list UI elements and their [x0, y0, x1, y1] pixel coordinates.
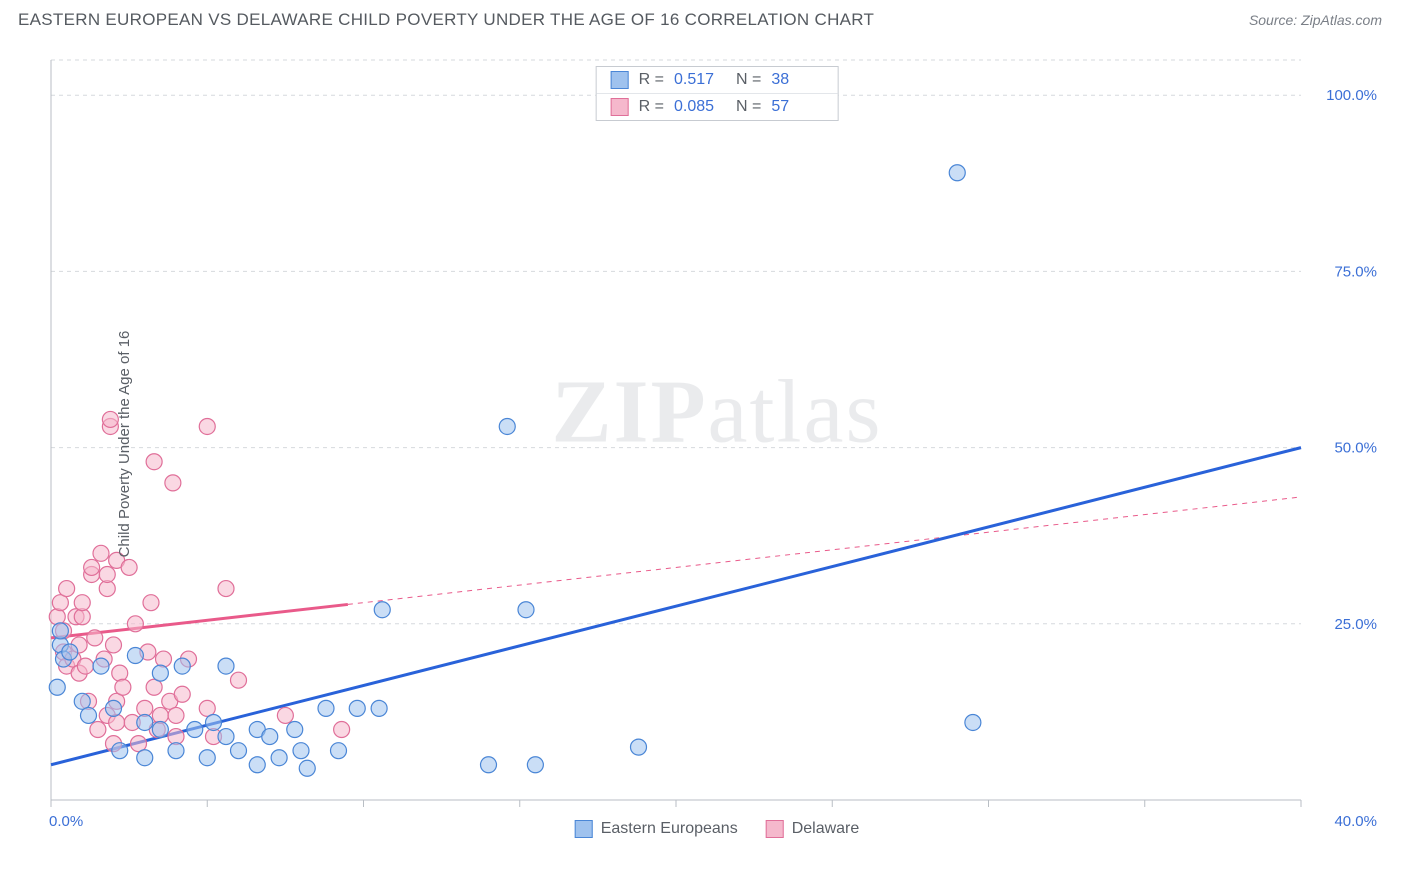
legend-label-pink: Delaware: [792, 820, 860, 838]
svg-text:0.0%: 0.0%: [49, 813, 83, 830]
swatch-pink-icon: [766, 820, 784, 838]
svg-text:100.0%: 100.0%: [1326, 87, 1377, 104]
stats-legend: R = 0.517 N = 38 R = 0.085 N = 57: [596, 66, 839, 121]
svg-text:25.0%: 25.0%: [1334, 616, 1377, 633]
source-attribution: Source: ZipAtlas.com: [1249, 12, 1382, 28]
chart-title: EASTERN EUROPEAN VS DELAWARE CHILD POVER…: [18, 10, 874, 30]
scatter-chart: 25.0% 50.0% 75.0% 100.0% 0.0% 40.0%: [47, 44, 1387, 844]
legend-item-pink: Delaware: [766, 820, 860, 838]
svg-text:75.0%: 75.0%: [1334, 263, 1377, 280]
chart-container: Child Poverty Under the Age of 16 ZIPatl…: [47, 44, 1387, 844]
swatch-blue-icon: [575, 820, 593, 838]
stats-row-blue: R = 0.517 N = 38: [597, 67, 838, 93]
swatch-blue: [611, 71, 629, 89]
svg-text:50.0%: 50.0%: [1334, 440, 1377, 457]
legend-label-blue: Eastern Europeans: [601, 820, 738, 838]
svg-text:40.0%: 40.0%: [1334, 813, 1377, 830]
y-axis-label: Child Poverty Under the Age of 16: [116, 331, 133, 558]
stats-row-pink: R = 0.085 N = 57: [597, 93, 838, 120]
legend-item-blue: Eastern Europeans: [575, 820, 738, 838]
swatch-pink: [611, 98, 629, 116]
series-legend: Eastern Europeans Delaware: [575, 820, 860, 838]
